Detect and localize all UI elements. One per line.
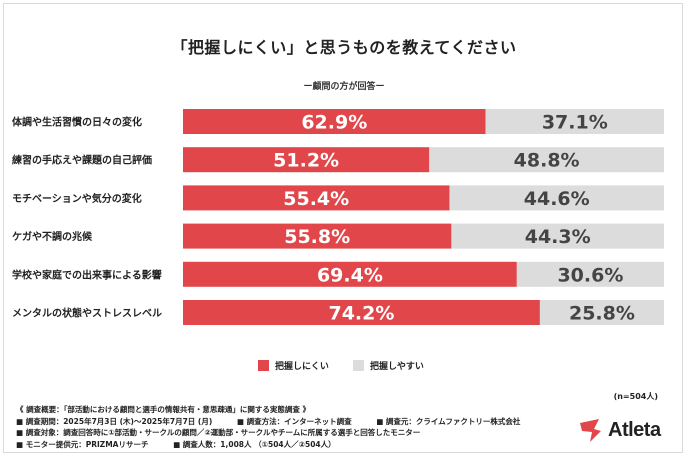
bar-easy — [449, 185, 664, 211]
bar-hard — [183, 147, 430, 173]
notes-row-4: ■ モニター提供元：PRIZMAリサーチ ■ 調査人数：1,008人 （①504… — [16, 439, 542, 451]
value-label-hard: 74.2% — [328, 303, 394, 325]
notes-period: ■ 調査期間：2025年7月3日 (木)～2025年7月7日 (月) — [16, 416, 213, 426]
value-label-easy: 37.1% — [542, 112, 608, 134]
value-label-easy: 48.8% — [514, 150, 580, 172]
notes-respondents: ■ 調査人数：1,008人 （①504人／②504人） — [173, 439, 336, 449]
bar-hard — [183, 109, 486, 134]
legend-swatch-hard — [258, 360, 269, 371]
legend-label-hard: 把握しにくい — [275, 362, 329, 372]
bar-hard — [183, 223, 452, 249]
value-label-easy: 30.6% — [557, 264, 623, 286]
notes-organizer: ■ 調査元：クライムファクトリー株式会社 — [376, 416, 521, 426]
legend-swatch-easy — [353, 360, 364, 371]
chart-subtitle: ー顧問の方が回答ー — [303, 82, 385, 92]
atleta-logo-text: Atleta — [608, 418, 661, 441]
value-label-hard: 51.2% — [273, 150, 339, 172]
atleta-logo: Atleta — [577, 417, 661, 443]
bar-easy — [485, 109, 664, 134]
bar-hard — [183, 185, 450, 211]
bar-easy — [429, 147, 664, 173]
notes-row-1: ■ 調査期間：2025年7月3日 (木)～2025年7月7日 (月) ■ 調査方… — [16, 416, 542, 428]
bar-easy — [451, 223, 664, 249]
category-label: メンタルの状態やストレスレベル — [12, 307, 162, 320]
value-label-easy: 44.6% — [524, 188, 590, 210]
value-label-hard: 69.4% — [317, 264, 383, 286]
value-label-hard: 55.4% — [283, 188, 349, 210]
value-label-easy: 44.3% — [525, 226, 591, 248]
value-label-hard: 62.9% — [301, 112, 367, 134]
atleta-logo-mark-icon — [580, 419, 601, 442]
value-label-easy: 25.8% — [569, 303, 635, 325]
bar-hard — [183, 261, 517, 287]
bar-hard — [183, 300, 540, 325]
chart-frame — [3, 3, 683, 453]
notes-heading: 《 調査概要：「部活動における顧問と選手の情報共有・意思疎通」に関する実態調査 … — [16, 405, 310, 414]
sample-size: (n=504人) — [613, 392, 658, 401]
category-label: モチベーションや気分の変化 — [12, 192, 142, 205]
legend-item-easy: 把握しやすい — [353, 359, 424, 372]
chart-title: 「把握しにくい」と思うものを教えてください — [171, 38, 517, 57]
category-label: ケガや不調の兆候 — [12, 230, 93, 243]
category-label: 練習の手応えや課題の自己評価 — [12, 154, 152, 167]
notes-target: ■ 調査対象：調査回答時に①部活動・サークルの顧問／②運動部・サークルやチームに… — [16, 428, 421, 437]
category-label: 学校や家庭での出来事による影響 — [12, 268, 162, 281]
legend-item-hard: 把握しにくい — [258, 359, 329, 372]
notes-method: ■ 調査方法：インターネット調査 — [236, 416, 352, 426]
notes-provider: ■ モニター提供元：PRIZMAリサーチ — [16, 439, 149, 449]
legend-label-easy: 把握しやすい — [370, 362, 424, 372]
survey-notes: 《 調査概要：「部活動における顧問と選手の情報共有・意思疎通」に関する実態調査 … — [16, 404, 542, 450]
category-label: 体調や生活習慣の日々の変化 — [12, 116, 142, 129]
bar-easy — [539, 300, 664, 325]
bar-easy — [516, 261, 664, 287]
value-label-hard: 55.8% — [284, 226, 350, 248]
